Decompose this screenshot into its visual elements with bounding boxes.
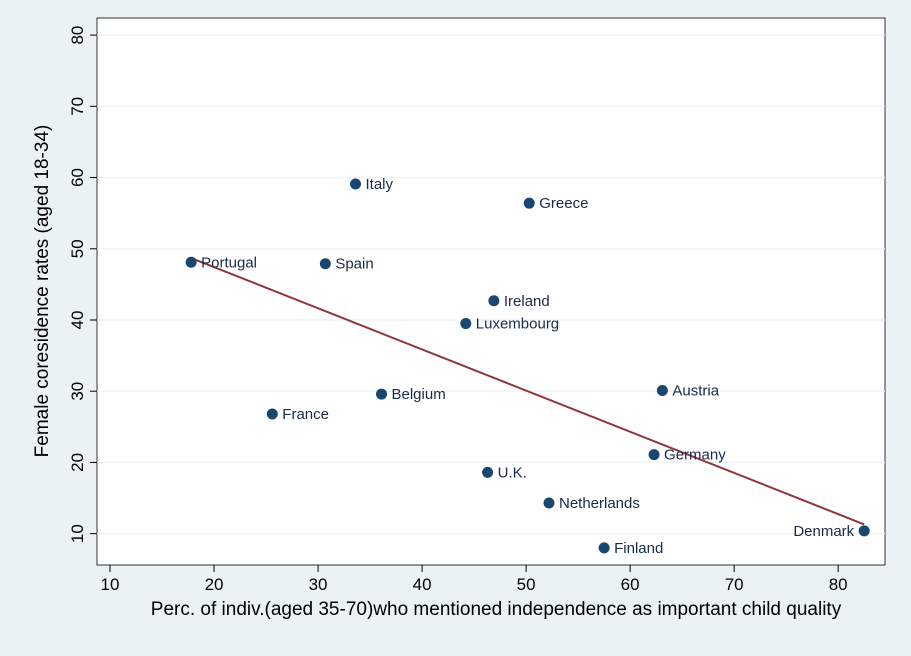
point xyxy=(648,449,660,461)
x-tick-label: 10 xyxy=(101,575,120,594)
point xyxy=(185,256,197,268)
point xyxy=(266,408,278,420)
point xyxy=(319,258,331,270)
point xyxy=(482,466,494,478)
fit-line xyxy=(190,257,865,526)
y-tick-label: 20 xyxy=(68,453,87,472)
x-axis-title: Perc. of indiv.(aged 35-70)who mentioned… xyxy=(151,599,842,620)
point-label: U.K. xyxy=(498,464,527,481)
point xyxy=(656,385,668,397)
point xyxy=(376,388,388,400)
x-tick-label: 60 xyxy=(621,575,640,594)
point-label: Germany xyxy=(664,447,726,464)
point xyxy=(858,525,870,537)
point-label: Belgium xyxy=(392,386,446,403)
point-label: Portugal xyxy=(201,254,257,271)
point-label: Denmark xyxy=(793,523,854,540)
y-tick-label: 10 xyxy=(68,524,87,543)
point-label: Ireland xyxy=(504,293,550,310)
y-tick-label: 60 xyxy=(68,168,87,187)
point xyxy=(598,542,610,554)
y-tick-label: 80 xyxy=(68,26,87,45)
y-tick-label: 40 xyxy=(68,311,87,330)
point xyxy=(523,197,535,209)
point-label: Spain xyxy=(335,256,373,273)
x-tick-label: 40 xyxy=(413,575,432,594)
y-axis-title: Female coresidence rates (aged 18-34) xyxy=(32,125,53,458)
point-label: Luxembourg xyxy=(476,316,559,333)
point xyxy=(350,178,362,190)
x-tick-label: 80 xyxy=(829,575,848,594)
y-tick-label: 50 xyxy=(68,239,87,258)
y-tick-label: 70 xyxy=(68,97,87,116)
point-label: Finland xyxy=(614,540,663,557)
point xyxy=(543,497,555,509)
x-tick-label: 20 xyxy=(205,575,224,594)
point-label: France xyxy=(282,406,329,423)
y-tick-label: 30 xyxy=(68,382,87,401)
point xyxy=(460,318,472,330)
x-tick-label: 30 xyxy=(309,575,328,594)
x-tick-label: 70 xyxy=(725,575,744,594)
point-label: Netherlands xyxy=(559,495,640,512)
x-tick-label: 50 xyxy=(517,575,536,594)
point-label: Greece xyxy=(539,195,588,212)
point xyxy=(488,295,500,307)
point-label: Italy xyxy=(366,176,394,193)
plot-area xyxy=(96,17,886,566)
point-label: Austria xyxy=(672,383,719,400)
